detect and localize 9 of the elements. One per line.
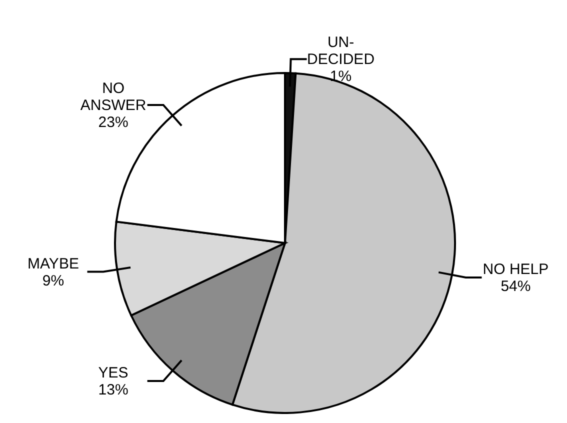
slice-label: UN-DECIDED: [307, 34, 375, 68]
data-label: 13%: [98, 381, 128, 398]
data-label: 9%: [42, 272, 64, 289]
slice-label: NO HELP: [482, 260, 549, 278]
slice-label: NO ANSWER: [80, 79, 146, 114]
legend-label: YES: [98, 364, 128, 382]
slice-label: MAYBE: [28, 254, 79, 272]
data-label: 23%: [98, 113, 128, 130]
data-label: 54%: [500, 277, 531, 294]
